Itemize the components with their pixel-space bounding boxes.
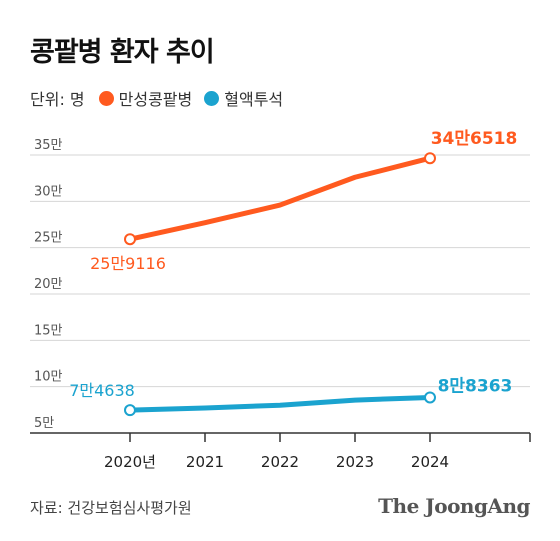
brand-logo: The JoongAng (378, 494, 530, 518)
data-point-marker (424, 391, 436, 404)
legend-label-hemodialysis: 혈액투석 (224, 90, 284, 109)
data-label: 34만6518 (431, 129, 518, 149)
y-tick-label: 20만 (34, 277, 63, 292)
legend-dot-hemodialysis (204, 90, 220, 106)
legend-dot-chronic-kidney (98, 90, 114, 106)
chart-title: 콩팥병 환자 추이 (30, 37, 215, 68)
source-note: 자료: 건강보험심사평가원 (30, 499, 192, 517)
x-tick-label: 2022 (261, 453, 299, 471)
x-tick-label: 2021 (186, 453, 224, 471)
data-label: 7만4638 (69, 381, 135, 400)
series-line-1 (127, 394, 433, 413)
y-tick-label: 30만 (34, 184, 63, 199)
data-label: 8만8363 (438, 376, 513, 396)
data-point-marker (424, 152, 436, 165)
y-tick-label: 10만 (34, 370, 63, 385)
y-tick-label: 25만 (34, 231, 63, 246)
legend-item-hemodialysis: 혈액투석 (204, 86, 283, 110)
legend-label-chronic-kidney: 만성콩팥병 (118, 90, 193, 109)
y-tick-label: 15만 (34, 323, 63, 338)
x-tick-label: 2020년 (104, 453, 156, 471)
y-tick-label: 5만 (34, 416, 54, 431)
series-line-0 (127, 155, 433, 242)
legend: 단위: 명 만성콩팥병 혈액투석 (30, 86, 295, 110)
x-tick-label: 2023 (336, 453, 374, 471)
data-point-marker (124, 233, 136, 246)
data-point-marker (124, 404, 136, 417)
data-label: 25만9116 (90, 254, 166, 273)
y-tick-label: 35만 (34, 138, 63, 153)
legend-item-chronic-kidney: 만성콩팥병 (98, 86, 193, 110)
unit-label: 단위: 명 (30, 90, 85, 109)
x-tick-label: 2024 (411, 453, 449, 471)
